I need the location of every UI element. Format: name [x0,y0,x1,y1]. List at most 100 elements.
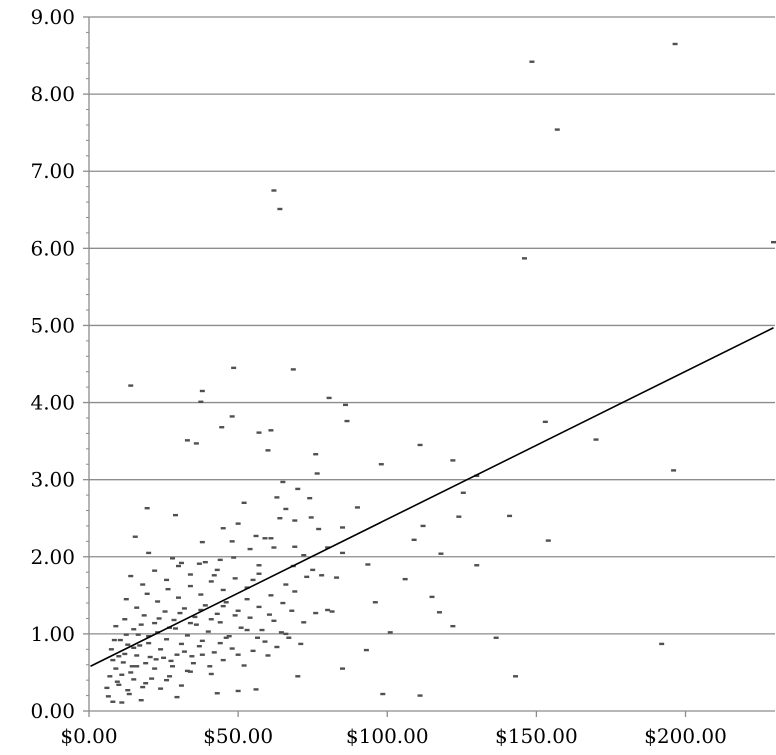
data-point [295,675,301,678]
y-tick-label: 1.00 [30,622,75,646]
data-points [104,42,776,704]
data-point [119,701,125,704]
data-point [286,636,292,639]
data-point [187,670,193,673]
data-point [174,695,180,699]
data-point [220,527,226,530]
data-point [231,556,237,559]
data-point [235,522,241,525]
data-point [141,614,147,617]
data-point [292,545,298,548]
x-tick-label: $50.00 [203,724,273,748]
data-point [450,459,456,462]
data-point [172,513,178,517]
data-point [283,507,289,511]
y-tick-label: 8.00 [30,82,75,106]
data-point [217,621,223,624]
data-point [521,257,527,260]
data-point [283,583,289,586]
data-point [325,546,331,549]
data-point [152,667,158,670]
data-point [170,665,176,668]
data-point [193,623,199,626]
data-point [202,604,208,607]
data-point [220,658,226,662]
data-point [122,618,128,621]
data-point [313,611,319,615]
data-point [128,574,134,578]
data-point [181,607,187,610]
data-point [329,610,335,613]
data-point [474,564,480,567]
data-point [123,597,129,601]
data-point [219,426,225,429]
data-point [417,443,423,447]
data-point [199,540,205,544]
data-point [274,496,280,499]
data-point [138,623,144,626]
data-point [271,619,277,622]
data-point [125,643,131,646]
data-point [177,611,183,615]
data-point [241,501,247,504]
data-point [554,128,560,131]
data-point [411,538,417,542]
data-point [192,615,198,619]
data-point [144,592,150,595]
data-point [344,419,350,423]
data-point [164,638,170,641]
data-point [244,586,250,589]
data-point [190,661,196,665]
data-point [301,554,307,557]
data-point [266,613,272,616]
data-point [123,633,129,636]
data-point [274,645,280,649]
data-point [310,568,316,572]
data-point [450,624,456,628]
data-point [268,537,274,540]
data-point [271,189,277,192]
data-point [162,610,168,613]
data-point [110,658,116,662]
data-point [211,651,217,654]
data-point [196,562,202,565]
data-point [119,673,125,676]
data-point [292,519,298,522]
y-tick-label: 4.00 [30,391,75,415]
data-point [372,601,378,604]
y-tick-label: 7.00 [30,159,75,183]
data-point [214,692,220,695]
y-tick-label: 0.00 [30,699,75,723]
data-point [290,368,296,371]
data-point [223,636,229,639]
data-point [155,600,161,603]
data-point [256,572,262,575]
data-point [271,546,277,549]
data-point [229,415,235,418]
data-point [256,564,262,567]
data-point [232,614,238,617]
data-point [174,653,180,656]
data-point [140,685,146,689]
data-point [231,366,237,370]
data-point [158,687,164,690]
data-point [247,547,253,551]
x-tick-label: $200.00 [644,724,727,748]
data-point [545,539,551,542]
data-point [111,638,117,642]
data-point [178,561,184,565]
data-point [137,644,143,647]
data-point [671,469,677,472]
data-point [268,429,274,432]
data-point [250,649,256,653]
data-point [170,557,176,560]
data-point [235,609,241,612]
data-point [193,442,199,445]
data-point [387,631,393,634]
data-point [265,449,271,452]
data-point [402,577,408,581]
data-point [244,597,250,601]
data-point [153,658,159,661]
data-point [202,560,208,564]
